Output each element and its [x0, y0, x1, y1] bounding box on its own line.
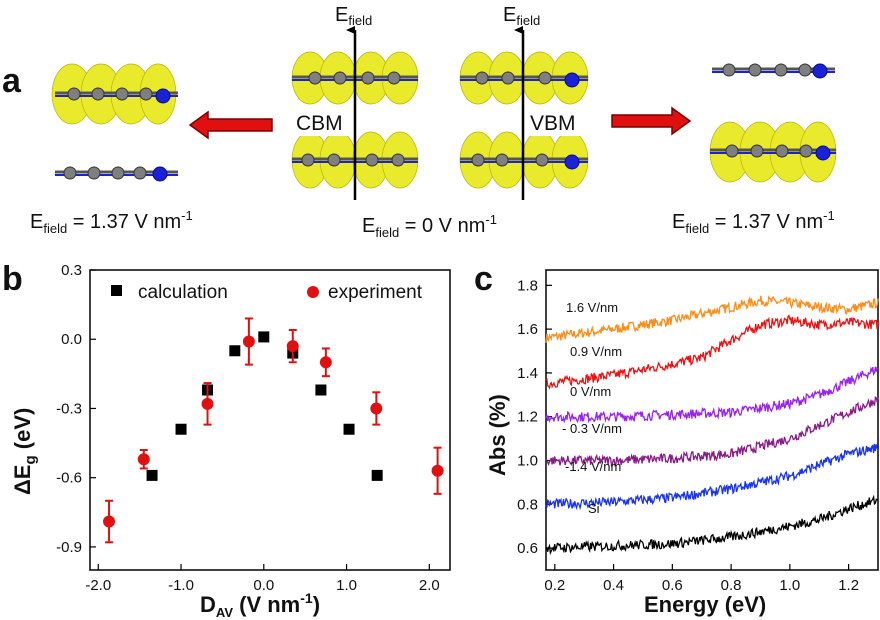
- experiment-point: [242, 335, 255, 348]
- plot-c-ylabel: Abs (%): [485, 394, 510, 476]
- calculation-point: [258, 331, 270, 343]
- left-bottom-layer-atoms: [55, 166, 178, 182]
- plot-b-xtick-label: -1.0: [168, 577, 194, 594]
- calculation-point: [315, 384, 327, 396]
- left-structure: [51, 63, 178, 182]
- vbm-structure: VBM Efield: [459, 4, 589, 200]
- spectrum-label: 1.6 V/nm: [566, 300, 618, 315]
- legend-calculation-marker: [111, 285, 122, 296]
- plot-c-ytick-label: 1.8: [517, 277, 538, 294]
- right-red-arrow: [611, 106, 692, 136]
- plot-c-xtick-label: 0.4: [603, 577, 624, 594]
- experiment-point: [137, 453, 150, 466]
- plot-c-xaxis: 0.2 0.4 0.6 0.8 1.0 1.2: [544, 564, 859, 594]
- spectrum-label: 0.9 V/nm: [570, 344, 622, 359]
- plot-c-lines: [545, 295, 879, 556]
- spectrum-label: -1.4 V/nm: [565, 459, 621, 474]
- spectrum-label: - 0.3 V/nm: [562, 421, 622, 436]
- plot-c-yaxis: 0.6 0.8 1.0 1.2 1.4 1.6 1.8: [517, 277, 552, 557]
- plot-c-xlabel: Energy (eV): [644, 592, 766, 617]
- calculation-point: [343, 423, 355, 435]
- spectrum-label: Si: [588, 501, 600, 516]
- right-structure: [709, 63, 837, 183]
- plot-c-xtick-label: 0.8: [721, 577, 742, 594]
- spectrum-line: [545, 494, 879, 556]
- plot-b-xtick-label: 1.0: [336, 577, 357, 594]
- plot-c-ytick-label: 1.0: [517, 453, 538, 470]
- plot-b-ytick-label: -0.6: [56, 470, 82, 487]
- calculation-point: [229, 345, 241, 357]
- legend-calculation-label: calculation: [138, 282, 228, 303]
- eq-left: Efield = 1.37 V nm-1: [30, 208, 193, 236]
- efield-arrow-label-right: Efield: [503, 4, 540, 28]
- plot-c-ytick-label: 1.2: [517, 409, 538, 426]
- experiment-point: [201, 397, 214, 410]
- efield-arrow-label-left: Efield: [335, 4, 372, 28]
- legend-experiment-label: experiment: [328, 282, 423, 303]
- plot-b-legend: calculation experiment: [111, 282, 423, 303]
- experiment-point: [286, 340, 299, 353]
- plot-b-ytick-label: -0.3: [56, 400, 82, 417]
- eq-right: Efield = 1.37 V nm-1: [672, 208, 835, 236]
- plot-c-ytick-label: 0.8: [517, 496, 538, 513]
- plot-c-ytick-label: 1.6: [517, 321, 538, 338]
- panel-b: b 0.3 0.0 -0.3 -0.6 -0.9 -2.0 -1.0 0.0 1.0 2.0 c…: [2, 260, 451, 620]
- plot-c-xtick-label: 0.2: [544, 577, 565, 594]
- cbm-label: CBM: [296, 112, 343, 135]
- left-top-layer-atoms: [55, 87, 178, 104]
- spectrum-label: 0 V/nm: [570, 384, 611, 399]
- spectrum-line: [545, 366, 879, 424]
- panel-a-letter: a: [2, 62, 22, 100]
- experiment-point: [103, 515, 116, 528]
- panel-c-letter: c: [474, 260, 493, 298]
- plot-c-frame: [545, 269, 879, 571]
- cbm-structure: CBM Efield: [291, 4, 419, 200]
- panel-a: a: [2, 4, 837, 240]
- plot-b-xaxis: -2.0 -1.0 0.0 1.0 2.0: [85, 564, 440, 594]
- plot-c-xtick-label: 1.0: [779, 577, 800, 594]
- plot-b-ytick-label: 0.0: [61, 331, 82, 348]
- vbm-label: VBM: [530, 112, 576, 135]
- experiment-point: [431, 464, 444, 477]
- plot-c-ytick-label: 0.6: [517, 540, 538, 557]
- plot-c-xtick-label: 1.2: [838, 577, 859, 594]
- plot-b-xtick-label: 0.0: [253, 577, 274, 594]
- calculation-point: [146, 469, 158, 481]
- experiment-point: [370, 402, 383, 415]
- experiment-point: [319, 356, 332, 369]
- plot-b-xlabel: DAV (V nm-1): [200, 590, 320, 620]
- spectrum-line: [545, 314, 879, 390]
- panel-b-letter: b: [2, 260, 23, 298]
- plot-b-ylabel: ΔEg (eV): [10, 408, 39, 495]
- spectrum-line: [545, 443, 879, 511]
- plot-c-ytick-label: 1.4: [517, 365, 538, 382]
- plot-c-xtick-label: 0.6: [662, 577, 683, 594]
- legend-experiment-marker: [307, 286, 319, 298]
- plot-b-xtick-label: 2.0: [419, 577, 440, 594]
- plot-c-series-labels: 1.6 V/nm 0.9 V/nm 0 V/nm - 0.3 V/nm -1.4 V/n…: [562, 300, 622, 516]
- plot-b-ytick-label: -0.9: [56, 539, 82, 556]
- calculation-point: [175, 423, 187, 435]
- spectrum-line: [545, 396, 879, 468]
- panel-c: c 0.6 0.8 1.0 1.2 1.4 1.6 1.8 0.2 0.4 0.6 0.8 1.0 1…: [474, 260, 879, 617]
- plot-b-marks: [103, 317, 444, 544]
- plot-b-frame: [89, 269, 451, 571]
- left-red-arrow: [188, 110, 273, 140]
- plot-b-xtick-label: -2.0: [85, 577, 111, 594]
- plot-b-yaxis: 0.3 0.0 -0.3 -0.6 -0.9: [56, 262, 96, 556]
- calculation-point: [371, 469, 383, 481]
- spectrum-line: [545, 295, 879, 343]
- eq-center: Efield = 0 V nm-1: [362, 212, 497, 240]
- plot-b-ytick-label: 0.3: [61, 262, 82, 279]
